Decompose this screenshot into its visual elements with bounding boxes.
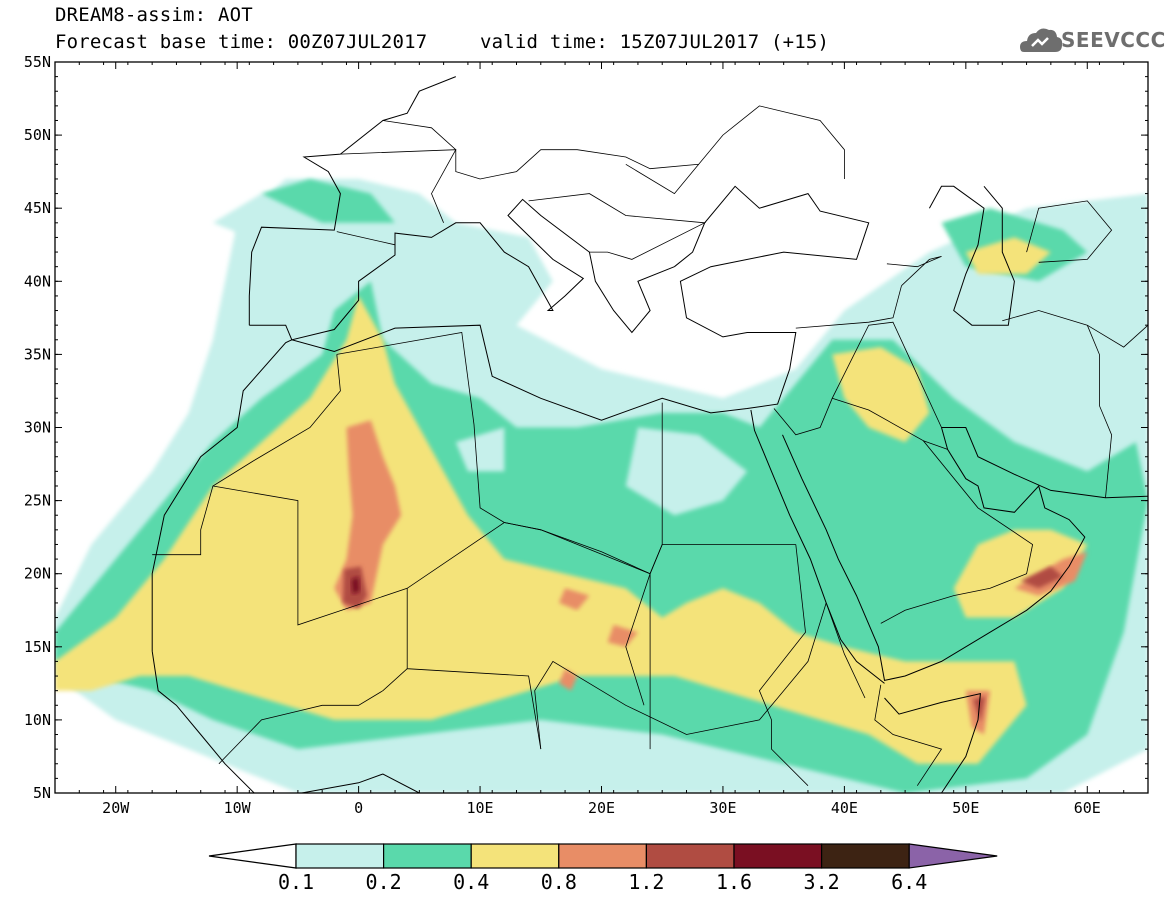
aot-level-2-area bbox=[953, 529, 1088, 618]
country-border bbox=[825, 602, 866, 699]
country-borders bbox=[151, 76, 1148, 793]
colorbar-level-label: 3.2 bbox=[803, 870, 840, 894]
country-border bbox=[758, 544, 809, 786]
country-border bbox=[625, 402, 663, 706]
lon-tick-label: 50E bbox=[952, 799, 979, 817]
colorbar-under-arrow bbox=[208, 843, 297, 869]
lon-tick-label: 40E bbox=[831, 799, 858, 817]
colorbar-level-label: 0.1 bbox=[277, 870, 315, 894]
lat-tick-label: 40N bbox=[24, 272, 51, 290]
colorbar-level-label: 1.2 bbox=[628, 870, 665, 894]
country-border bbox=[528, 193, 707, 260]
aot-level-2-area bbox=[832, 347, 930, 443]
country-border bbox=[212, 485, 651, 750]
colorbar-segment bbox=[645, 843, 735, 869]
colorbar-level-label: 0.8 bbox=[540, 870, 577, 894]
colorbar-segment bbox=[383, 843, 472, 869]
colorbar-segment bbox=[558, 843, 647, 869]
aot-level-3-area bbox=[559, 668, 578, 691]
coastline-segment bbox=[928, 185, 1015, 326]
colorbar-level-label: 0.2 bbox=[365, 870, 402, 894]
lat-tick-label: 15N bbox=[24, 638, 51, 656]
aot-level-3-area bbox=[559, 588, 590, 611]
colorbar bbox=[208, 843, 998, 869]
lat-tick-label: 25N bbox=[24, 492, 51, 510]
coastline-segment bbox=[151, 651, 420, 793]
lat-tick-label: 55N bbox=[24, 53, 51, 71]
country-border bbox=[336, 231, 396, 246]
coastline-segment bbox=[151, 185, 870, 652]
cloud-logo-icon bbox=[1020, 28, 1063, 52]
colorbar-level-label: 0.4 bbox=[453, 870, 490, 894]
country-border bbox=[795, 285, 902, 329]
country-border bbox=[152, 354, 341, 556]
aot-low-area bbox=[455, 427, 505, 472]
lon-tick-label: 20W bbox=[102, 799, 130, 817]
axis-ticks: 55N 50N 45N 40N 35N 30N 25N 20N 15N 10N 5N 20W 10W 0 1… bbox=[24, 53, 1149, 817]
logo-text: SEEVCCC bbox=[1061, 28, 1165, 52]
country-border bbox=[534, 602, 827, 750]
lon-tick-label: 30E bbox=[709, 799, 736, 817]
country-border bbox=[625, 163, 700, 195]
aot-level-5-area bbox=[351, 576, 360, 595]
country-border bbox=[1086, 325, 1113, 498]
aot-level-1-area bbox=[261, 179, 395, 223]
colorbar-segment bbox=[470, 843, 560, 869]
colorbar-segment bbox=[295, 843, 385, 869]
colorbar-level-label: 6.4 bbox=[891, 870, 928, 894]
lon-tick-label: 60E bbox=[1074, 799, 1101, 817]
colorbar-level-label: 1.6 bbox=[715, 870, 753, 894]
map-title: DREAM8-assim: AOT bbox=[55, 4, 253, 26]
aot-level-2-area bbox=[965, 237, 1051, 274]
valid-time: valid time: 15Z07JUL2017 (+15) bbox=[480, 31, 830, 53]
aot-level-3-area bbox=[334, 420, 402, 611]
colorbar-segment bbox=[733, 843, 823, 869]
country-border bbox=[218, 668, 408, 765]
lat-tick-label: 5N bbox=[33, 784, 51, 802]
lon-tick-label: 10W bbox=[224, 799, 252, 817]
lon-tick-label: 0 bbox=[354, 799, 363, 817]
coastline-segment bbox=[249, 198, 675, 341]
lat-tick-label: 30N bbox=[24, 419, 51, 437]
lat-tick-label: 45N bbox=[24, 199, 51, 217]
coastline-segment bbox=[750, 409, 885, 684]
coastline-segment bbox=[884, 692, 981, 793]
country-border bbox=[886, 256, 942, 286]
country-border bbox=[1026, 200, 1113, 263]
aot-level-3-area bbox=[607, 624, 638, 647]
coastline-segment bbox=[782, 427, 1086, 681]
forecast-base-time: Forecast base time: 00Z07JUL2017 bbox=[55, 31, 428, 53]
country-border bbox=[406, 588, 542, 750]
lon-tick-label: 10E bbox=[467, 799, 494, 817]
colorbar-over-arrow bbox=[908, 843, 998, 869]
country-border bbox=[832, 397, 1034, 624]
lat-tick-label: 50N bbox=[24, 126, 51, 144]
lat-tick-label: 10N bbox=[24, 711, 51, 729]
colorbar-segment bbox=[820, 843, 910, 869]
country-border bbox=[923, 440, 948, 450]
aot-low-area bbox=[625, 427, 748, 516]
lat-tick-label: 35N bbox=[24, 345, 51, 363]
country-border bbox=[382, 120, 457, 223]
lon-tick-label: 20E bbox=[588, 799, 615, 817]
coastline-segment bbox=[248, 76, 456, 326]
country-border bbox=[874, 684, 943, 786]
country-border bbox=[340, 105, 845, 180]
country-border bbox=[1002, 310, 1148, 348]
aot-level-4-area bbox=[1020, 566, 1063, 589]
lat-tick-label: 20N bbox=[24, 565, 51, 583]
aot-level-2-area bbox=[55, 295, 1027, 764]
